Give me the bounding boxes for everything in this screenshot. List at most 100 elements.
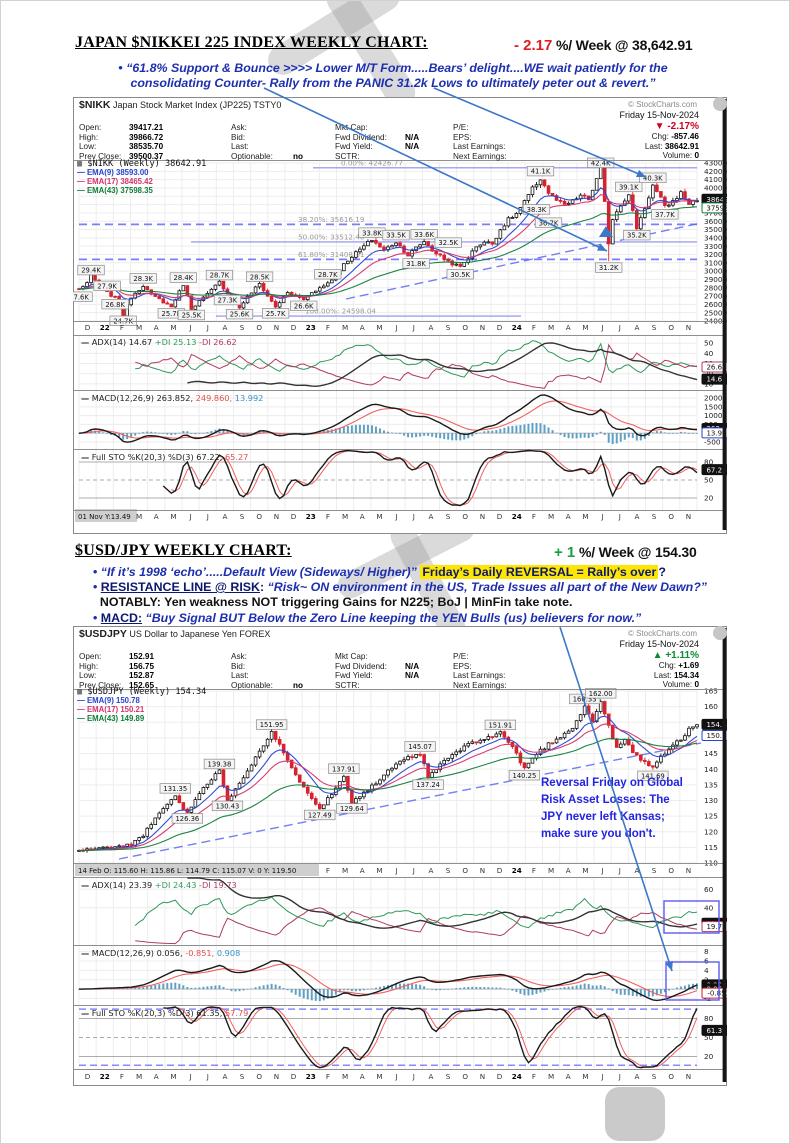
section1-bullet-text: “61.8% Support & Bounce >>>> Lower M/T F… [126, 61, 668, 90]
candle-body [253, 286, 258, 294]
month-tick: J [395, 866, 398, 875]
candle-body [209, 288, 214, 294]
month-tick: D [497, 512, 503, 521]
price-label: 35.2K [627, 232, 647, 240]
price-label-box [203, 758, 236, 770]
price-label-box [262, 308, 290, 319]
quote-value: 152.65 [129, 680, 155, 690]
candle-body [326, 797, 330, 806]
candle-body [221, 769, 226, 787]
macd-histogram-bar [487, 430, 490, 434]
quote-row: EPS: [453, 662, 527, 672]
macd-histogram-bar [443, 433, 446, 440]
macd-histogram-bar [527, 423, 530, 434]
month-tick: O [462, 866, 468, 875]
candle-body [506, 217, 511, 227]
candle-body [366, 240, 370, 247]
candle-body [695, 724, 699, 728]
price-label: 151.91 [488, 721, 512, 729]
price-label-box [169, 272, 197, 283]
macd-histogram-bar [459, 987, 462, 990]
candle-body [550, 192, 555, 196]
legend-text: 57.79 [224, 1008, 249, 1018]
sto-axis-tick: 50 [704, 476, 714, 485]
month-tick: D [291, 512, 297, 521]
macd-histogram-bar [491, 987, 494, 990]
candle-body [181, 802, 186, 810]
candle-body [470, 741, 475, 744]
candle-body [542, 179, 547, 187]
price-label: 131.35 [163, 785, 187, 793]
candle-body [129, 843, 133, 846]
quote-label: Prev Close: [79, 680, 122, 690]
candle-body [582, 705, 587, 716]
macd-histogram-bar [627, 989, 630, 996]
month-tick: M [376, 512, 382, 521]
macd-histogram-bar [202, 433, 205, 434]
macd-histogram-bar [382, 985, 385, 990]
macd-histogram-bar [162, 983, 165, 990]
quote-row: High: 156.75 [79, 662, 154, 672]
macd-histogram-bar [607, 433, 610, 443]
quote-row: Low: 152.87 [79, 671, 154, 681]
macd-histogram-bar [310, 989, 313, 1001]
macd-histogram-bar [559, 987, 562, 990]
month-tick: D [291, 1072, 297, 1081]
month-tick: F [326, 323, 330, 332]
axis-value: 67.22 [706, 466, 726, 474]
candle-body [454, 263, 459, 266]
month-tick: M [376, 1072, 382, 1081]
candle-body [606, 201, 611, 245]
month-tick: D [497, 323, 503, 332]
macd-histogram-bar [314, 989, 317, 1001]
macd-histogram-bar [354, 424, 357, 434]
candle-body [141, 835, 146, 838]
month-tick: J [189, 1072, 192, 1081]
price-label-box [404, 741, 436, 752]
macd-histogram-bar [366, 424, 369, 434]
fib-label: 50.00%: 33512.40 [298, 232, 365, 241]
macd-histogram-bar [242, 989, 245, 991]
candle-body [534, 184, 539, 188]
quote-label: EPS: [453, 661, 472, 671]
macd-histogram-bar [138, 987, 141, 990]
price-label-box [336, 803, 368, 814]
macd-histogram-bar [447, 989, 450, 990]
quote-label: Last: [231, 671, 249, 681]
macd-histogram-bar [407, 983, 410, 990]
fib-label: 61.80%: 31408.61 [298, 250, 364, 259]
price-axis-tick: 33000 [704, 242, 727, 251]
macd-histogram-bar [639, 433, 642, 441]
price-label-box [639, 172, 667, 183]
price-label: 25.7K [266, 310, 286, 318]
quote-row: Low: 38535.70 [79, 142, 163, 152]
candle-body [486, 241, 491, 244]
macd-histogram-bar [106, 433, 109, 434]
candle-body [153, 817, 158, 826]
candle-body [313, 290, 318, 294]
candle-body [667, 204, 671, 207]
candle-body [313, 798, 318, 805]
price-label-box [109, 315, 137, 326]
price-label: 145.07 [408, 743, 432, 751]
month-tick: N [480, 323, 485, 332]
month-tick: O [668, 1072, 674, 1081]
macd-histogram-bar [214, 429, 217, 434]
candle-body [562, 200, 567, 205]
month-tick: A [154, 512, 159, 521]
month-tick: M [136, 323, 142, 332]
adx-axis-tick: 40 [704, 349, 714, 358]
quote-row: Open: 152.91 [79, 652, 154, 662]
quote-value: no [293, 680, 304, 690]
candle-body [498, 229, 503, 239]
month-tick: A [428, 323, 433, 332]
candle-body [434, 250, 438, 255]
price-label-box [159, 783, 191, 794]
price-label: 32.5K [438, 239, 458, 247]
quote-right-block: ▲ +1.11% Chg: +1.69 Last: 154.34 Volume: 0 [653, 650, 699, 690]
chart-date: Friday 15-Nov-2024 [619, 639, 699, 649]
price-label-box [623, 229, 651, 241]
axis-value-box [701, 361, 727, 373]
month-tick: F [120, 323, 124, 332]
price-axis-tick: 27000 [704, 292, 727, 301]
